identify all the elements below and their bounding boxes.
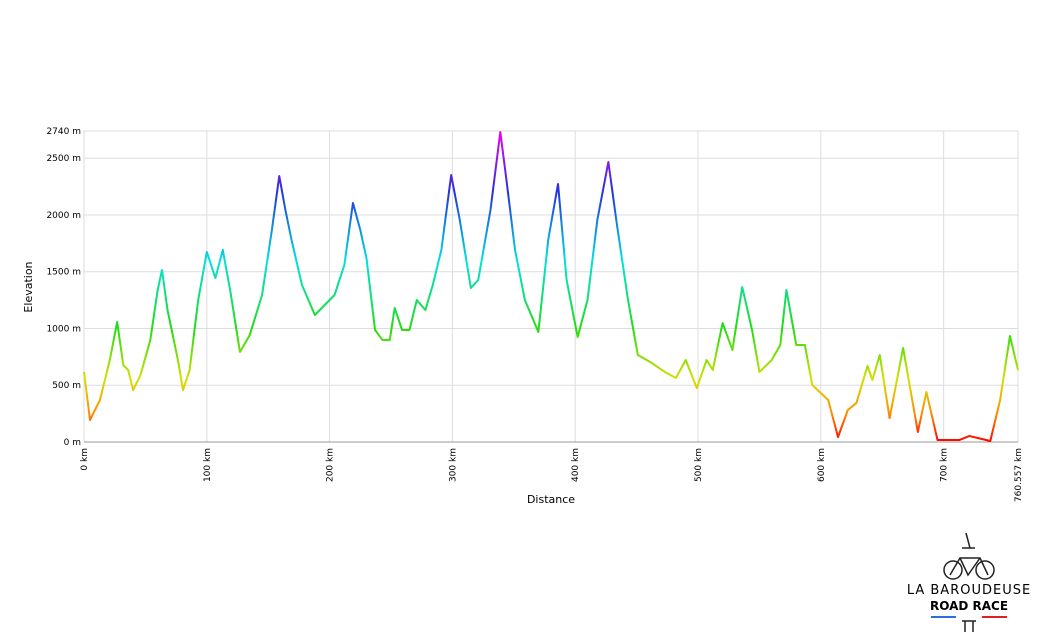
- logo-wheel: [975, 560, 995, 580]
- logo-bike: [949, 532, 989, 577]
- y-axis-label: Elevation: [22, 261, 35, 312]
- logo: LA BAROUDEUSE ROAD RACE: [907, 532, 1031, 632]
- logo-icon: [962, 620, 976, 632]
- y-tick-label: 500 m: [52, 381, 81, 391]
- y-tick-label: 2000 m: [46, 211, 81, 221]
- x-tick-label: 400 km: [571, 448, 581, 482]
- logo-wheel: [943, 560, 963, 580]
- x-tick-label: 100 km: [203, 448, 213, 482]
- y-tick-label: 1000 m: [46, 324, 81, 334]
- y-tick-label: 2500 m: [46, 154, 81, 164]
- x-tick-label: 200 km: [326, 448, 336, 482]
- elevation-line: [83, 131, 1019, 442]
- logo-line2: ROAD RACE: [930, 599, 1008, 613]
- logo-line1: LA BAROUDEUSE: [907, 583, 1031, 598]
- x-tick-label: 600 km: [817, 448, 827, 482]
- x-tick-label: 500 km: [694, 448, 704, 482]
- y-tick-label: 0 m: [64, 438, 81, 448]
- x-axis-label: Distance: [527, 493, 575, 506]
- x-tick-label: 0 km: [80, 448, 90, 471]
- y-tick-label: 1500 m: [46, 268, 81, 278]
- x-tick-label: 760.557 km: [1014, 448, 1024, 502]
- x-tick-label: 300 km: [448, 448, 458, 482]
- x-tick-label: 700 km: [940, 448, 950, 482]
- y-tick-label: 2740 m: [46, 127, 81, 137]
